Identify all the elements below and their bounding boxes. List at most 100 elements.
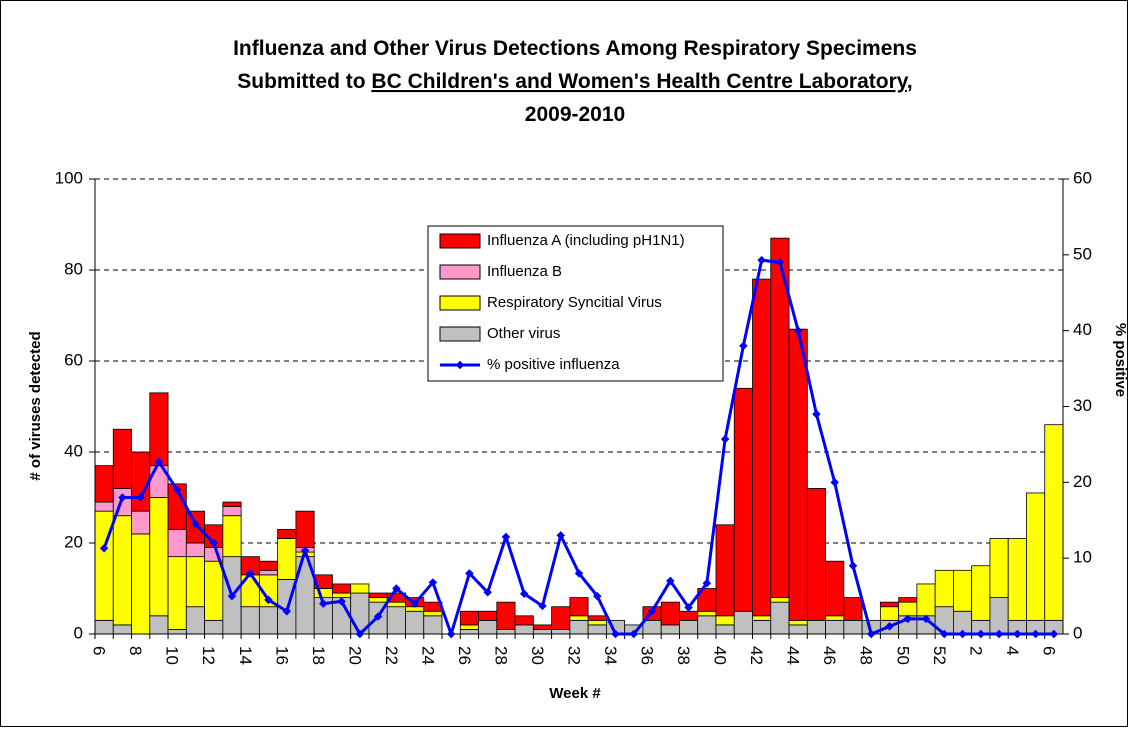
bar-segment xyxy=(825,619,845,635)
bar-segment xyxy=(222,501,242,507)
bar-segment xyxy=(258,560,279,571)
x-tick-label: 38 xyxy=(674,646,693,665)
x-tick-label: 16 xyxy=(272,646,291,665)
x-tick-label: 8 xyxy=(126,646,145,655)
bar-segment xyxy=(569,619,589,635)
bar-segment xyxy=(386,601,406,608)
line-point xyxy=(319,599,328,608)
bar-segment xyxy=(112,515,132,626)
legend-label: % positive influenza xyxy=(487,356,620,373)
bar-segment xyxy=(185,556,205,608)
legend-label: Influenza A (including pH1N1) xyxy=(487,232,685,249)
y2-tick-label: 50 xyxy=(1073,244,1092,263)
bar-segment xyxy=(679,619,699,635)
line-point xyxy=(136,493,145,502)
bar-segment xyxy=(204,619,224,635)
x-tick-label: 28 xyxy=(491,646,510,665)
bar-segment xyxy=(989,597,1009,635)
x-tick-label: 20 xyxy=(345,646,364,665)
line-point xyxy=(446,629,456,639)
x-tick-label: 30 xyxy=(528,646,547,665)
line-point xyxy=(1013,629,1022,639)
bar-segment xyxy=(459,610,479,626)
bar-segment xyxy=(569,597,589,617)
bar-segment xyxy=(386,606,406,635)
line-point xyxy=(410,599,419,608)
bar-segment xyxy=(715,615,735,626)
bar-segment xyxy=(94,465,114,503)
bar-segment xyxy=(185,542,205,558)
bar-segment xyxy=(185,606,205,635)
bar-segment xyxy=(277,538,297,580)
x-tick-label: 36 xyxy=(638,646,657,665)
bar-segment xyxy=(660,624,680,635)
bar-segment xyxy=(715,624,735,635)
bar-segment xyxy=(752,619,772,635)
x-tick-label: 40 xyxy=(711,646,730,665)
line-point xyxy=(885,622,894,631)
y-tick-label: 100 xyxy=(55,168,83,187)
line-point xyxy=(483,588,492,597)
line-point xyxy=(519,589,529,599)
x-tick-label: 46 xyxy=(820,646,839,665)
bar-segment xyxy=(131,451,151,512)
legend-swatch xyxy=(455,360,465,370)
line-point xyxy=(593,591,602,601)
bar-segment xyxy=(1007,538,1027,621)
y2-tick-label: 20 xyxy=(1073,472,1092,491)
x-tick-label: 6 xyxy=(1039,646,1058,655)
bar-segment xyxy=(934,569,954,608)
bar-segment xyxy=(788,624,808,635)
bar-segment xyxy=(149,615,169,635)
bar-segment xyxy=(587,619,607,626)
bar-segment xyxy=(587,624,607,635)
line-point xyxy=(428,578,438,587)
bar-segment xyxy=(770,597,790,603)
x-tick-label: 26 xyxy=(455,646,474,665)
bar-segment xyxy=(806,619,826,635)
line-point xyxy=(976,629,986,639)
x-tick-label: 2 xyxy=(966,646,985,655)
line-point xyxy=(958,629,967,639)
bar-segment xyxy=(642,619,662,635)
bar-segment xyxy=(478,610,498,621)
chart-title: Submitted to BC Children's and Women's H… xyxy=(237,70,912,93)
line-point xyxy=(556,531,565,540)
y-tick-label: 60 xyxy=(64,350,83,369)
x-tick-label: 4 xyxy=(1003,646,1022,655)
x-tick-label: 32 xyxy=(565,646,584,665)
x-tick-label: 50 xyxy=(893,646,912,665)
chart-title: 2009-2010 xyxy=(525,103,625,126)
bar-segment xyxy=(825,615,845,621)
bar-segment xyxy=(313,588,333,599)
legend-label: Influenza B xyxy=(487,263,562,280)
bar-segment xyxy=(697,615,717,635)
title-part: Submitted to xyxy=(237,70,371,93)
x-tick-label: 6 xyxy=(90,646,109,655)
bar-segment xyxy=(569,615,589,621)
line-point xyxy=(373,612,383,621)
plot-area xyxy=(89,178,1069,639)
y-tick-label: 20 xyxy=(64,532,83,551)
bar-segment xyxy=(843,619,863,635)
bar-segment xyxy=(660,601,680,626)
bar-segment xyxy=(240,606,260,635)
bar-segment xyxy=(332,592,352,598)
bar-segment xyxy=(478,619,498,635)
bar-segment xyxy=(825,560,845,617)
y-axis-title: # of viruses detected xyxy=(27,331,44,480)
line-point xyxy=(848,561,858,570)
bar-segment xyxy=(1026,492,1046,621)
bar-segment xyxy=(971,565,991,621)
x-tick-label: 48 xyxy=(857,646,876,665)
y2-axis-title: % positive xyxy=(1112,323,1129,397)
x-tick-label: 10 xyxy=(163,646,182,665)
line-point xyxy=(720,434,730,444)
bar-segment xyxy=(350,583,370,594)
x-tick-label: 52 xyxy=(930,646,949,665)
bar-segment xyxy=(898,601,918,617)
line-point xyxy=(501,532,511,542)
line-point xyxy=(300,546,310,555)
line-point xyxy=(611,629,620,639)
x-axis-title: Week # xyxy=(549,685,601,702)
